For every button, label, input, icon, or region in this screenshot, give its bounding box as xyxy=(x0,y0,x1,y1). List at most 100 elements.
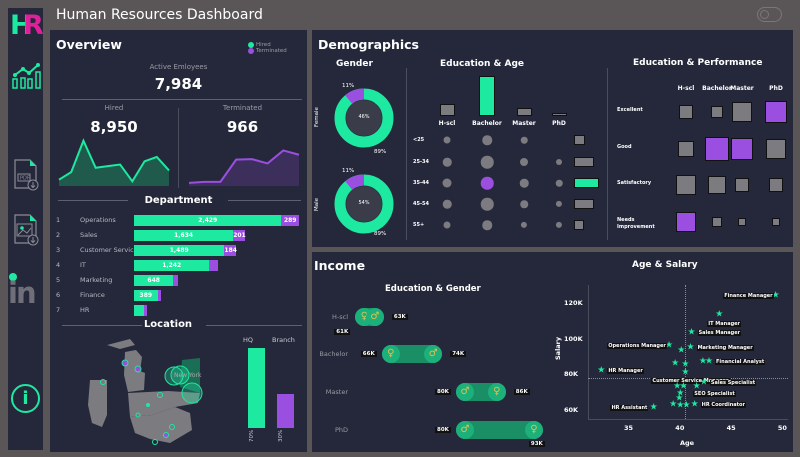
toggle-knob xyxy=(760,10,769,19)
scatter-point: ★ xyxy=(675,393,684,404)
department-rank: 4 xyxy=(56,261,61,269)
overview-title: Overview xyxy=(56,37,122,52)
education-gender-title: Education & Gender xyxy=(385,284,481,294)
map-state xyxy=(128,391,200,417)
male-label: Male xyxy=(314,197,320,211)
linkedin-text: in xyxy=(8,276,37,310)
education-row-label: PhD xyxy=(334,426,348,434)
age-row-label: 55+ xyxy=(413,222,425,228)
salary-range-pill xyxy=(456,421,543,439)
scatter-point: ★ xyxy=(687,327,696,338)
department-terminated-bar: 289 xyxy=(281,215,299,226)
female-small-pct: 11% xyxy=(342,83,355,89)
demographics-title: Demographics xyxy=(318,37,419,52)
y-tick-label: 80K xyxy=(564,370,579,379)
performance-square xyxy=(731,101,753,123)
legend-hired-label: Hired xyxy=(256,42,271,48)
scatter-point-label: Sales Manager xyxy=(697,330,742,337)
map-bubble xyxy=(164,366,184,386)
linkedin-dot xyxy=(9,273,17,281)
y-tick-label: 120K xyxy=(564,298,583,307)
y-tick-label: 60K xyxy=(564,406,579,415)
education-age-matrix: H-scl Bachelor Master PhD <25 25-34 35-44 45-54… xyxy=(407,70,607,245)
scatter-point: ★ xyxy=(673,381,682,392)
map-state xyxy=(88,380,107,427)
logo-letter-r: R xyxy=(23,10,44,41)
performance-row-label: Needs Improvement xyxy=(617,217,655,230)
education-age-dot xyxy=(556,159,562,165)
location-title: Location xyxy=(143,319,193,330)
active-employees-label: Active Emloyees xyxy=(149,63,208,71)
education-age-dot xyxy=(520,221,528,229)
x-tick-label: 50 xyxy=(777,424,787,432)
performance-square xyxy=(731,138,753,160)
theme-toggle[interactable] xyxy=(757,7,782,22)
salary-high-label: 86K xyxy=(513,389,530,395)
x-tick-label: 40 xyxy=(675,424,685,432)
education-age-dot xyxy=(555,179,563,187)
performance-square xyxy=(765,101,787,123)
education-row-label: H-scl xyxy=(332,313,348,321)
linkedin-icon[interactable]: in xyxy=(8,273,42,313)
salary-low-label: 61K xyxy=(334,329,351,335)
sparkline-line xyxy=(58,138,170,184)
department-terminated-bar xyxy=(157,290,161,301)
department-name: Marketing xyxy=(80,276,113,284)
age-row-label: 45-54 xyxy=(413,201,429,207)
education-row-label: Bachelor xyxy=(319,350,348,358)
map-bubble xyxy=(157,392,163,398)
performance-square xyxy=(772,218,780,226)
image-download-icon[interactable] xyxy=(13,213,39,247)
department-row: 7 HR xyxy=(50,304,300,316)
department-bar: 2,429 289 xyxy=(134,215,299,226)
sidebar: H R PDF in i xyxy=(8,8,44,450)
scatter-point-label: HR Assistant xyxy=(610,405,649,412)
department-hired-bar: 389 xyxy=(134,290,158,301)
education-total-bar xyxy=(479,76,495,116)
performance-square xyxy=(711,106,723,118)
performance-square xyxy=(705,137,729,161)
scatter-point: ★ xyxy=(676,388,685,399)
info-icon[interactable]: i xyxy=(11,384,40,413)
scatter-point: ★ xyxy=(669,399,678,410)
education-age-dot xyxy=(442,178,452,188)
department-rank: 2 xyxy=(56,231,61,239)
age-row-label: 25-34 xyxy=(413,159,429,165)
age-total-bar xyxy=(574,135,586,145)
map-bubble xyxy=(152,439,158,445)
education-total-bar xyxy=(439,104,455,116)
age-total-bar xyxy=(574,220,584,230)
department-name: Sales xyxy=(80,231,98,239)
department-rank: 3 xyxy=(56,246,61,254)
performance-square xyxy=(738,218,746,226)
divider xyxy=(58,200,128,201)
scatter-point: ★ xyxy=(597,365,606,376)
dashboard-chart-icon[interactable] xyxy=(11,60,41,90)
hq-value: 70% xyxy=(249,429,255,442)
map-bubble xyxy=(169,424,175,430)
map-bubble xyxy=(135,412,141,418)
scatter-point-label: IT Manager xyxy=(707,321,742,328)
department-terminated-bar: 201 xyxy=(233,230,246,241)
education-total-bar xyxy=(516,108,532,116)
department-terminated-bar xyxy=(173,275,178,286)
performance-square xyxy=(675,211,697,233)
education-age-dot xyxy=(442,157,452,167)
female-donut: 46% xyxy=(333,87,395,149)
department-list: 1 Operations 2,429 289 2 Sales 1,634 201 3 Custom… xyxy=(50,214,307,319)
pdf-download-icon[interactable]: PDF xyxy=(13,158,39,192)
terminated-value: 966 xyxy=(226,118,259,136)
male-icon: ♂ xyxy=(456,421,474,439)
divider xyxy=(178,108,179,188)
terminated-label: Terminated xyxy=(222,104,263,112)
donut-hole xyxy=(346,100,382,136)
x-axis-title: Age xyxy=(680,439,695,447)
age-total-bar xyxy=(574,178,599,188)
divider xyxy=(406,68,407,240)
y-axis-line xyxy=(588,285,589,419)
donut-hole xyxy=(346,186,382,222)
female-label: Female xyxy=(314,107,320,127)
department-rank: 1 xyxy=(56,216,61,224)
overview-panel: Overview Hired Terminated Active Emloyee… xyxy=(50,30,307,452)
branch-value: 30% xyxy=(278,429,284,442)
